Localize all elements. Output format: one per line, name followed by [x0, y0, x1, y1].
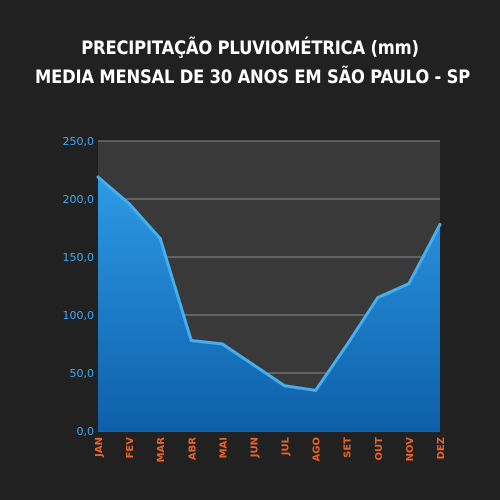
x-tick-label-abr: ABR [187, 437, 198, 460]
x-axis-ticks: JAN FEV MAR ABR MAI JUN JUL AGO SET OUT NOV DEZ [94, 436, 447, 462]
x-tick-label-set: SET [343, 437, 354, 458]
x-tick-label-mar: MAR [156, 437, 167, 463]
data-point-abr [189, 339, 193, 343]
data-point-fev [127, 202, 131, 206]
data-point-jul [283, 384, 287, 388]
x-tick-label-nov: NOV [405, 437, 416, 462]
x-tick-label-dez: DEZ [436, 437, 447, 459]
y-tick-label: 0,0 [77, 425, 95, 438]
data-point-jun [251, 363, 255, 367]
y-tick-label: 100,0 [63, 309, 95, 322]
y-tick-label: 250,0 [63, 135, 95, 148]
x-tick-label-jan: JAN [94, 437, 105, 458]
y-tick-label: 150,0 [63, 251, 95, 264]
area-series [96, 175, 442, 431]
y-axis-ticks: 0,0 50,0 100,0 150,0 200,0 250,0 [63, 135, 95, 438]
area-top-edge [97, 175, 442, 392]
x-tick-label-fev: FEV [125, 437, 136, 459]
data-point-ago [314, 388, 318, 392]
x-tick-label-ago: AGO [312, 437, 323, 461]
x-tick-label-mai: MAI [218, 437, 229, 458]
x-tick-label-jun: JUN [249, 437, 260, 458]
data-point-dez [438, 223, 442, 227]
data-point-jan [96, 175, 100, 179]
x-tick-label-out: OUT [374, 437, 385, 461]
chart-title-line-1: PRECIPITAÇÃO PLUVIOMÉTRICA (mm) [81, 37, 419, 59]
chart-title-line-2: MEDIA MENSAL DE 30 ANOS EM SÃO PAULO - S… [35, 66, 471, 88]
data-point-mai [220, 342, 224, 346]
y-tick-label: 50,0 [70, 367, 95, 380]
data-point-mar [158, 236, 162, 240]
data-point-nov [407, 282, 411, 286]
data-point-set [345, 343, 349, 347]
x-tick-label-jul: JUL [281, 436, 292, 456]
area-fill [98, 176, 440, 431]
data-point-out [376, 296, 380, 300]
y-tick-label: 200,0 [63, 193, 95, 206]
